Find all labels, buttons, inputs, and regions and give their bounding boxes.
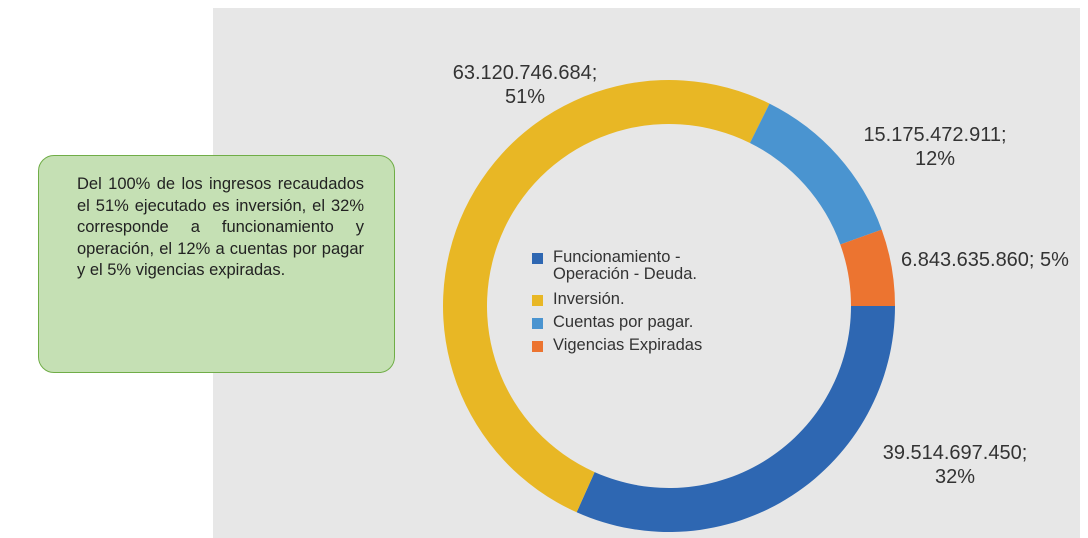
donut-segment: [749, 103, 882, 245]
data-label: 63.120.746.684; 51%: [452, 62, 598, 108]
donut-segment: [443, 80, 770, 513]
legend-swatch: [532, 341, 543, 352]
data-label: 39.514.697.450; 32%: [882, 442, 1028, 488]
data-label: 6.843.635.860; 5%: [901, 249, 1069, 271]
legend-swatch: [532, 318, 543, 329]
legend-swatch: [532, 253, 543, 264]
legend-label: Cuentas por pagar.: [553, 313, 694, 331]
legend-swatch: [532, 295, 543, 306]
annotation-box: Del 100% de los ingresos recaudados el 5…: [38, 155, 395, 373]
legend-label: Funcionamiento - Operación - Deuda.: [553, 248, 697, 283]
donut-segment: [840, 229, 895, 306]
donut-segment: [576, 306, 895, 533]
data-label: 15.175.472.911; 12%: [863, 124, 1007, 170]
legend-label: Vigencias Expiradas: [553, 336, 703, 354]
legend-label: Inversión.: [553, 290, 625, 308]
